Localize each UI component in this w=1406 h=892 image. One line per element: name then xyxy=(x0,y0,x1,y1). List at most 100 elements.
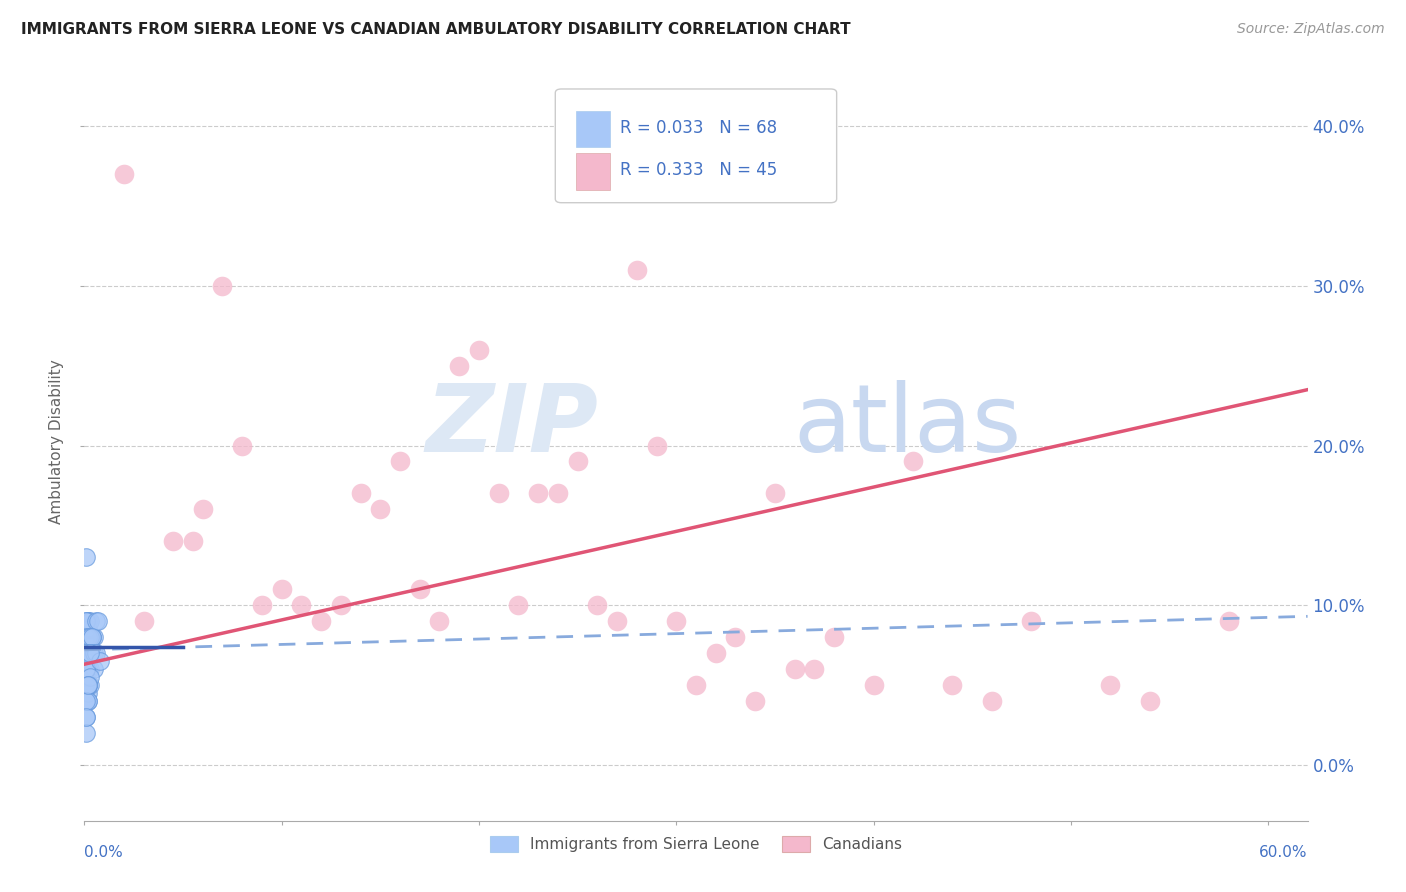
Point xyxy=(783,662,806,676)
Point xyxy=(75,710,97,724)
FancyBboxPatch shape xyxy=(555,89,837,202)
Point xyxy=(77,678,100,692)
FancyBboxPatch shape xyxy=(576,153,610,190)
Point xyxy=(290,598,312,612)
Point xyxy=(75,662,97,676)
Point xyxy=(82,630,104,644)
Point xyxy=(901,454,924,468)
Point xyxy=(803,662,825,676)
Point xyxy=(79,670,101,684)
Point xyxy=(270,582,292,597)
Point xyxy=(84,614,107,628)
Point xyxy=(1021,614,1043,628)
Point xyxy=(862,678,884,692)
Point xyxy=(77,678,100,692)
Point xyxy=(75,726,97,740)
Point xyxy=(77,678,100,692)
Text: 0.0%: 0.0% xyxy=(84,845,124,860)
Point xyxy=(75,550,97,565)
Point xyxy=(704,646,727,660)
Point xyxy=(567,454,589,468)
Point xyxy=(191,502,214,516)
Point xyxy=(77,654,100,668)
Point xyxy=(77,614,100,628)
Point xyxy=(77,646,100,660)
Legend: Immigrants from Sierra Leone, Canadians: Immigrants from Sierra Leone, Canadians xyxy=(484,830,908,858)
FancyBboxPatch shape xyxy=(576,111,610,147)
Point xyxy=(488,486,510,500)
Point xyxy=(75,622,97,636)
Point xyxy=(645,438,668,452)
Point xyxy=(586,598,609,612)
Point xyxy=(211,279,233,293)
Point xyxy=(82,630,104,644)
Point xyxy=(941,678,963,692)
Point xyxy=(77,646,100,660)
Point xyxy=(75,710,97,724)
Point xyxy=(309,614,332,628)
Point xyxy=(75,662,97,676)
Point xyxy=(77,686,100,700)
Point xyxy=(82,630,104,644)
Point xyxy=(75,654,97,668)
Point xyxy=(75,678,97,692)
Point xyxy=(75,646,97,660)
Point xyxy=(83,662,105,676)
Point xyxy=(87,614,110,628)
Point xyxy=(349,486,371,500)
Point xyxy=(82,646,104,660)
Point xyxy=(112,167,135,181)
Point xyxy=(77,646,100,660)
Point xyxy=(162,534,184,549)
Point xyxy=(724,630,747,644)
Text: ZIP: ZIP xyxy=(425,380,598,473)
Point xyxy=(77,662,100,676)
Text: R = 0.033   N = 68: R = 0.033 N = 68 xyxy=(620,119,778,136)
Text: Source: ZipAtlas.com: Source: ZipAtlas.com xyxy=(1237,22,1385,37)
Point xyxy=(75,630,97,644)
Point xyxy=(79,646,101,660)
Point xyxy=(83,630,105,644)
Point xyxy=(132,614,155,628)
Point xyxy=(77,614,100,628)
Point xyxy=(79,646,101,660)
Point xyxy=(79,638,101,652)
Point xyxy=(250,598,273,612)
Point xyxy=(77,694,100,708)
Point xyxy=(79,646,101,660)
Point xyxy=(980,694,1002,708)
Point xyxy=(1218,614,1240,628)
Point xyxy=(77,678,100,692)
Point xyxy=(744,694,766,708)
Text: 60.0%: 60.0% xyxy=(1260,845,1308,860)
Point xyxy=(75,630,97,644)
Point xyxy=(449,359,471,373)
Point xyxy=(89,654,111,668)
Point xyxy=(181,534,204,549)
Point xyxy=(75,646,97,660)
Point xyxy=(429,614,451,628)
Point xyxy=(389,454,412,468)
Point xyxy=(75,646,97,660)
Point xyxy=(75,646,97,660)
Point xyxy=(685,678,707,692)
Point xyxy=(75,614,97,628)
Point xyxy=(79,678,101,692)
Point xyxy=(79,630,101,644)
Point xyxy=(75,630,97,644)
Point xyxy=(75,646,97,660)
Point xyxy=(468,343,491,357)
Point xyxy=(368,502,391,516)
Point xyxy=(75,646,97,660)
Point xyxy=(77,638,100,652)
Point xyxy=(527,486,550,500)
Point xyxy=(77,694,100,708)
Point xyxy=(763,486,786,500)
Point xyxy=(665,614,688,628)
Y-axis label: Ambulatory Disability: Ambulatory Disability xyxy=(49,359,65,524)
Point xyxy=(77,622,100,636)
Point xyxy=(75,694,97,708)
Point xyxy=(75,662,97,676)
Point xyxy=(1099,678,1122,692)
Point xyxy=(79,662,101,676)
